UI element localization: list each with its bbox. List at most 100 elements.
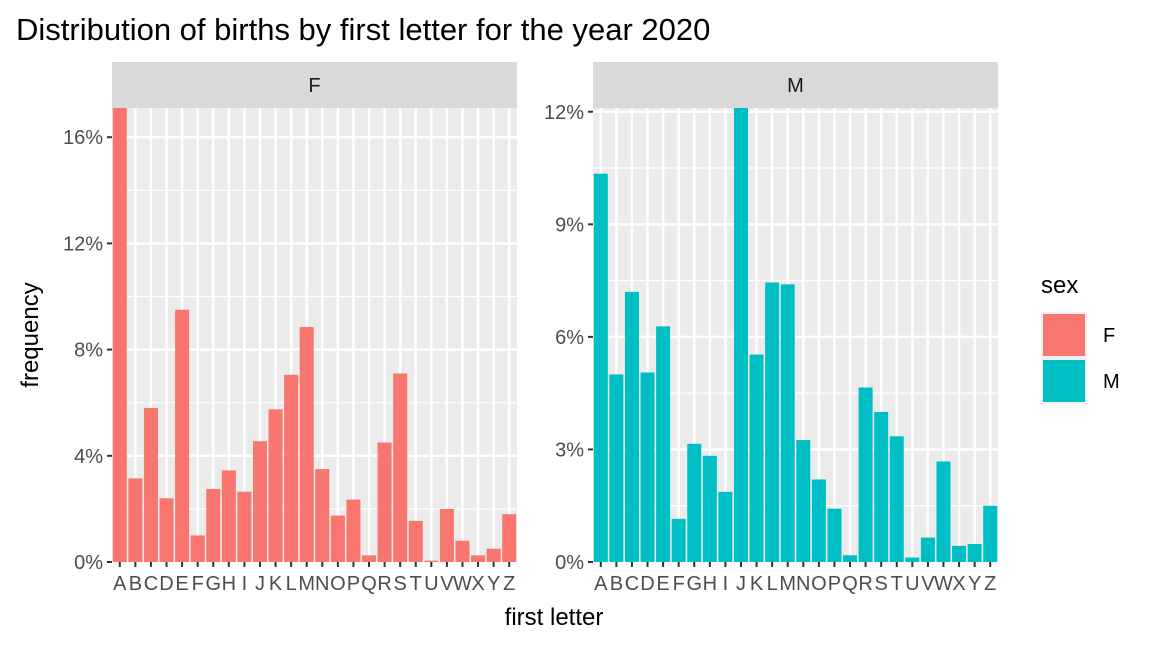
x-tick-label: T	[891, 573, 903, 595]
x-tick-label: N	[796, 573, 810, 595]
y-tick-label: 8%	[74, 340, 103, 362]
x-tick-label: F	[673, 573, 685, 595]
legend-label-f: F	[1103, 325, 1115, 347]
x-tick-label: Y	[968, 573, 981, 595]
x-tick-label: L	[286, 573, 297, 595]
y-tick-label: 4%	[74, 446, 103, 468]
facet-strip-label: M	[787, 75, 804, 97]
x-tick-label: S	[394, 573, 407, 595]
x-tick-label: U	[905, 573, 919, 595]
x-tick-label: B	[129, 573, 142, 595]
bar-m-r	[858, 387, 873, 562]
bar-m-k	[749, 354, 764, 562]
bar-f-r	[377, 442, 392, 562]
bar-f-e	[175, 309, 190, 562]
y-tick-label: 6%	[555, 327, 584, 349]
x-tick-label: Y	[487, 573, 500, 595]
y-tick-label: 12%	[63, 233, 103, 255]
bar-f-c	[143, 408, 158, 562]
bar-f-p	[346, 499, 361, 562]
bar-f-l	[284, 374, 299, 562]
bar-m-b	[609, 374, 624, 562]
x-tick-label: F	[192, 573, 204, 595]
x-tick-label: O	[811, 573, 827, 595]
y-tick-label: 16%	[63, 127, 103, 149]
x-tick-label: S	[875, 573, 888, 595]
bar-f-b	[128, 478, 143, 562]
x-tick-label: K	[750, 573, 764, 595]
x-tick-label: W	[453, 573, 472, 595]
x-tick-label: G	[686, 573, 702, 595]
bar-m-c	[624, 291, 639, 562]
y-tick-label: 3%	[555, 439, 584, 461]
bar-f-i	[237, 491, 252, 562]
bar-m-g	[687, 443, 702, 562]
y-tick-label: 0%	[555, 552, 584, 574]
x-tick-label: G	[205, 573, 221, 595]
x-tick-label: C	[144, 573, 158, 595]
legend-key-f	[1043, 314, 1085, 356]
x-tick-label: K	[269, 573, 283, 595]
bar-m-f	[671, 518, 686, 562]
legend-title: sex	[1041, 272, 1078, 299]
bar-m-p	[827, 508, 842, 562]
x-tick-label: M	[298, 573, 315, 595]
chart-title: Distribution of births by first letter f…	[16, 12, 710, 47]
x-tick-label: V	[921, 573, 935, 595]
x-tick-label: H	[222, 573, 236, 595]
bar-f-j	[252, 441, 267, 562]
bar-m-q	[843, 555, 858, 562]
x-tick-label: Q	[361, 573, 377, 595]
bar-m-v	[920, 537, 935, 562]
bar-m-d	[640, 372, 655, 562]
x-tick-label: A	[594, 573, 608, 595]
bar-m-z	[983, 505, 998, 562]
bar-f-h	[221, 470, 236, 562]
facet-panel-f: F0%4%8%12%16%A B C D E F G H I J K L M N O P Q R S T U V W X Y Z	[63, 62, 517, 595]
bar-m-t	[889, 436, 904, 562]
bar-m-e	[656, 326, 671, 562]
x-tick-label: R	[377, 573, 391, 595]
x-tick-label: O	[330, 573, 346, 595]
x-tick-label: P	[828, 573, 841, 595]
bar-m-j	[733, 108, 748, 562]
x-tick-label: R	[858, 573, 872, 595]
x-tick-label: A	[113, 573, 127, 595]
x-tick-label: U	[424, 573, 438, 595]
y-tick-label: 12%	[544, 102, 584, 124]
x-tick-label: D	[640, 573, 654, 595]
facet-strip	[593, 62, 998, 108]
bar-m-h	[702, 455, 717, 562]
bar-f-g	[206, 488, 221, 562]
y-tick-label: 9%	[555, 214, 584, 236]
legend-key-m	[1043, 360, 1085, 402]
legend-label-m: M	[1103, 371, 1120, 393]
facet-panel-m: M0%3%6%9%12%A B C D E F G H I J K L M N O P Q R S T U V W X Y Z	[544, 62, 998, 595]
bar-f-w	[455, 540, 470, 562]
x-tick-label: B	[610, 573, 623, 595]
y-tick-label: 0%	[74, 552, 103, 574]
bar-f-z	[502, 514, 517, 562]
bar-m-a	[593, 173, 608, 562]
x-tick-label: Z	[984, 573, 996, 595]
bar-f-o	[330, 515, 345, 562]
bar-m-l	[765, 282, 780, 562]
panel-background	[112, 108, 517, 562]
bar-m-w	[936, 461, 951, 562]
x-tick-label: C	[625, 573, 639, 595]
bar-m-s	[874, 411, 889, 562]
bar-f-f	[190, 535, 205, 562]
bar-m-i	[718, 491, 733, 562]
bar-m-n	[796, 440, 811, 562]
x-tick-label: W	[934, 573, 953, 595]
x-tick-label: E	[175, 573, 188, 595]
x-tick-label: D	[159, 573, 173, 595]
bar-f-a	[112, 108, 127, 562]
bar-f-t	[408, 520, 423, 562]
x-tick-label: P	[347, 573, 360, 595]
x-tick-label: L	[767, 573, 778, 595]
bar-f-y	[486, 548, 501, 562]
x-tick-label: J	[255, 573, 265, 595]
bar-m-m	[780, 284, 795, 562]
